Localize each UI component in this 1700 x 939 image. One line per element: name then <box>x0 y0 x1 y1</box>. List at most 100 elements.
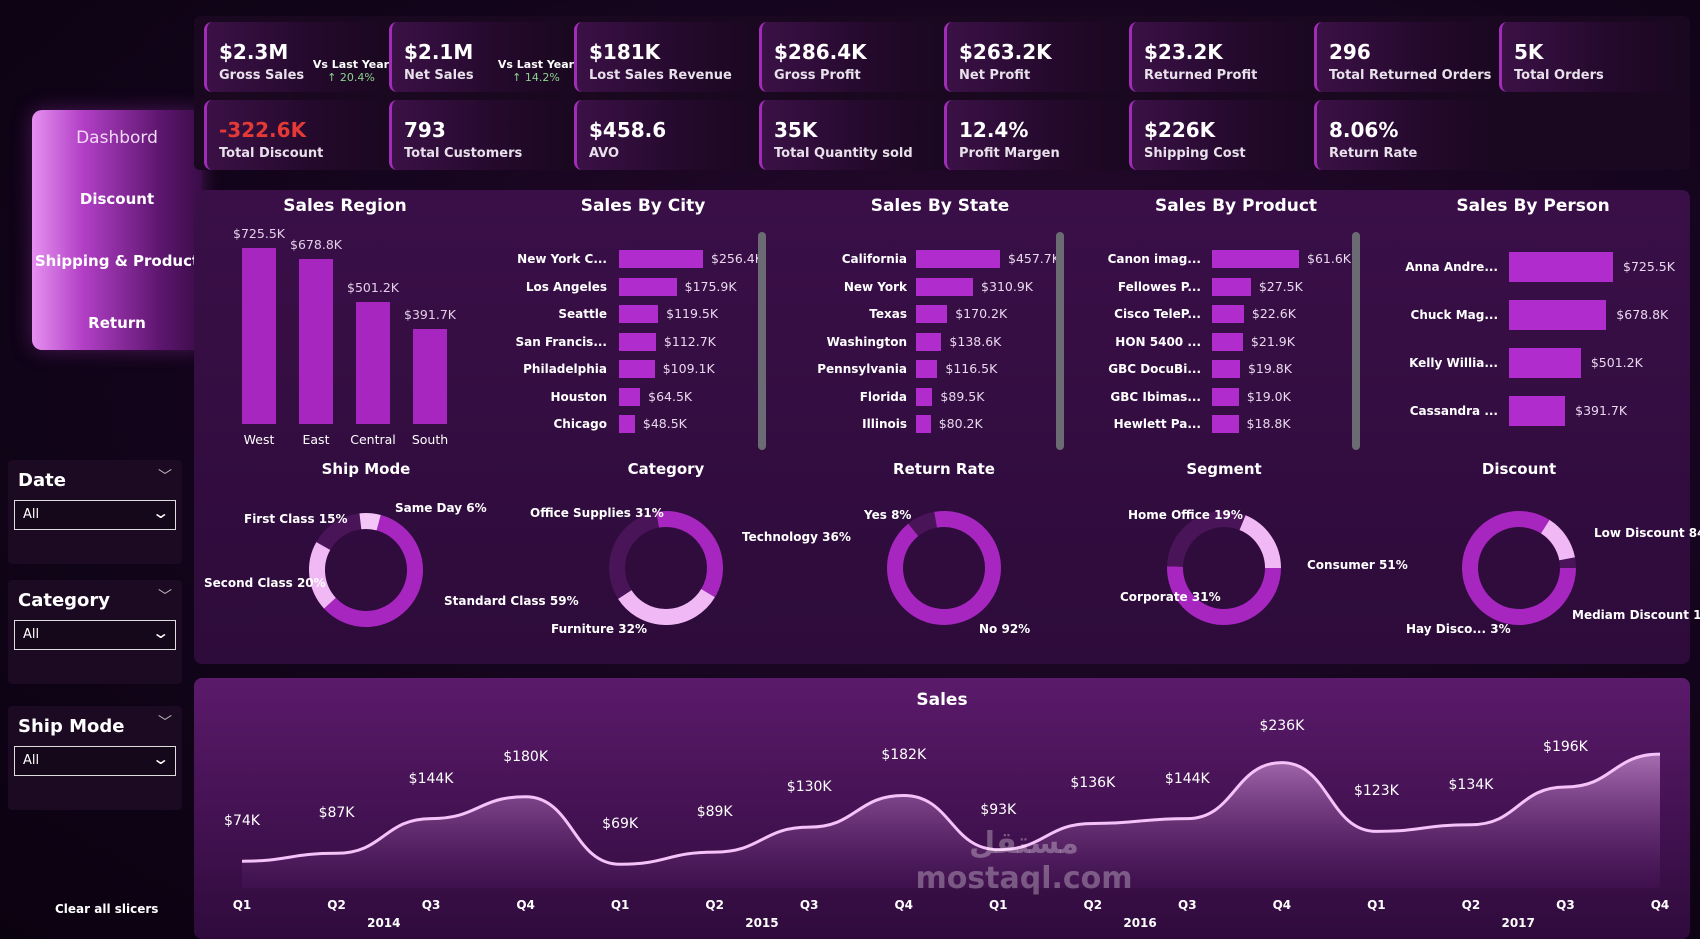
kpi-label: Shipping Cost <box>1144 146 1246 161</box>
bar[interactable] <box>1509 252 1613 282</box>
sales-line[interactable] <box>241 752 1661 866</box>
bar-value-label: $138.6K <box>949 333 1002 349</box>
donut-slice[interactable] <box>1559 557 1576 569</box>
bar[interactable] <box>1212 360 1240 378</box>
bar[interactable] <box>356 302 390 424</box>
bar[interactable] <box>619 360 655 378</box>
bar-category-label: Kelly Willia... <box>1409 356 1498 370</box>
kpi-label: Net Profit <box>959 68 1031 83</box>
dropdown-arrow-icon: ⌄ <box>150 503 170 522</box>
donut-slice[interactable] <box>887 511 1001 625</box>
bar-category-label: Cassandra ... <box>1409 404 1498 418</box>
slice-value: 15% <box>318 512 348 526</box>
bar[interactable] <box>916 277 974 296</box>
kpi-label: Total Customers <box>404 146 523 161</box>
bar[interactable] <box>1212 305 1244 323</box>
bar[interactable] <box>1212 277 1251 296</box>
bar[interactable] <box>1212 415 1239 433</box>
bar[interactable] <box>1212 387 1239 406</box>
chevron-down-icon[interactable]: ﹀ <box>158 715 172 731</box>
bar[interactable] <box>1509 396 1566 426</box>
bar[interactable] <box>916 305 948 323</box>
bar[interactable] <box>619 415 635 433</box>
nav-shipping-product[interactable]: Shipping & Product <box>34 252 200 270</box>
slice-name: Technology <box>742 530 818 544</box>
bar-value-label: $391.7K <box>1575 403 1628 418</box>
donut-slice[interactable] <box>1167 511 1246 568</box>
donut-slice[interactable] <box>656 511 723 598</box>
donut-slice[interactable] <box>1462 511 1576 625</box>
nav-return[interactable]: Return <box>88 314 146 332</box>
bar-value-label: $19.8K <box>1247 361 1292 376</box>
bar-value-label: $61.6K <box>1307 251 1351 266</box>
clear-slicers-button[interactable]: Clear all slicers <box>55 902 159 916</box>
quarter-tick-label: Q1 <box>988 898 1008 912</box>
donut-chart <box>609 511 723 625</box>
bar-category-label: East <box>302 432 330 447</box>
slicer-dropdown[interactable]: All ⌄ <box>14 620 176 650</box>
bar[interactable] <box>1212 332 1243 351</box>
slicer-dropdown[interactable]: All ⌄ <box>14 746 176 776</box>
kpi-value: $263.2K <box>959 40 1052 64</box>
donut-slice[interactable] <box>316 513 362 551</box>
bar[interactable] <box>299 259 333 424</box>
kpi-card: 12.4% Profit Margen <box>944 100 1124 170</box>
kpi-value: $2.1M <box>404 40 474 64</box>
bar[interactable] <box>916 415 931 433</box>
bar-category-label: Chuck Mag... <box>1410 308 1498 322</box>
bar-category-label: West <box>243 432 275 447</box>
bar[interactable] <box>1212 250 1299 268</box>
donut-title: Segment <box>1186 460 1262 478</box>
bar[interactable] <box>916 360 938 378</box>
slice-value: 92% <box>1001 622 1031 636</box>
donut-slice-label: Furniture 32% <box>551 622 647 636</box>
kpi-card: $458.6 AVO <box>574 100 754 170</box>
donut-slice[interactable] <box>324 514 423 627</box>
donut-title: Return Rate <box>893 460 995 478</box>
bar[interactable] <box>1509 300 1607 330</box>
bar[interactable] <box>1509 348 1581 378</box>
donut-slice[interactable] <box>359 513 381 531</box>
donut-slice[interactable] <box>309 542 337 609</box>
quarter-tick-label: Q3 <box>1178 898 1197 912</box>
slicer-value: All <box>23 627 40 642</box>
donut-slice[interactable] <box>1167 566 1281 625</box>
sales-area-fill <box>242 754 1660 888</box>
sales-person-title: Sales By Person <box>1456 196 1610 216</box>
kpi-label: Returned Profit <box>1144 68 1258 83</box>
chevron-down-icon[interactable]: ﹀ <box>158 469 172 485</box>
product-scrollbar[interactable] <box>1352 232 1360 450</box>
bar[interactable] <box>619 305 659 323</box>
nav-dashboard[interactable]: Dashbord <box>76 128 158 148</box>
donut-slice-label: Standard Class 59% <box>444 594 579 608</box>
chevron-down-icon[interactable]: ﹀ <box>158 589 172 605</box>
slicer-dropdown[interactable]: All ⌄ <box>14 500 176 530</box>
bar[interactable] <box>916 332 942 351</box>
state-scrollbar[interactable] <box>1056 232 1064 450</box>
bar[interactable] <box>413 328 447 424</box>
quarter-tick-label: Q1 <box>232 898 252 912</box>
donut-slice[interactable] <box>1540 519 1575 561</box>
donut-slice[interactable] <box>1239 515 1281 569</box>
donut-slice-label: Second Class 20% <box>204 576 326 590</box>
bar-value-label: $678.8K <box>1616 307 1669 322</box>
slice-value: 51% <box>1379 558 1408 572</box>
bar-value-label: $457.7K <box>1008 251 1060 266</box>
bar[interactable] <box>916 250 1000 268</box>
quarter-tick-label: Q2 <box>705 898 724 912</box>
bar[interactable] <box>242 248 276 424</box>
bar[interactable] <box>619 277 677 296</box>
bar[interactable] <box>916 387 933 406</box>
nav-discount[interactable]: Discount <box>79 190 155 208</box>
donut-slice[interactable] <box>618 588 715 625</box>
kpi-value: $458.6 <box>589 118 667 142</box>
bar[interactable] <box>619 387 641 406</box>
donut-slice[interactable] <box>908 511 938 537</box>
bar[interactable] <box>619 332 656 351</box>
city-scrollbar[interactable] <box>758 232 766 450</box>
bar[interactable] <box>619 250 703 268</box>
charts-panel: Sales Region Sales By City Sales By Stat… <box>194 190 1700 664</box>
kpi-change: ↑ 14.2% <box>512 71 560 84</box>
donut-slice[interactable] <box>609 511 660 599</box>
donut-slice-label: No 92% <box>979 622 1030 636</box>
